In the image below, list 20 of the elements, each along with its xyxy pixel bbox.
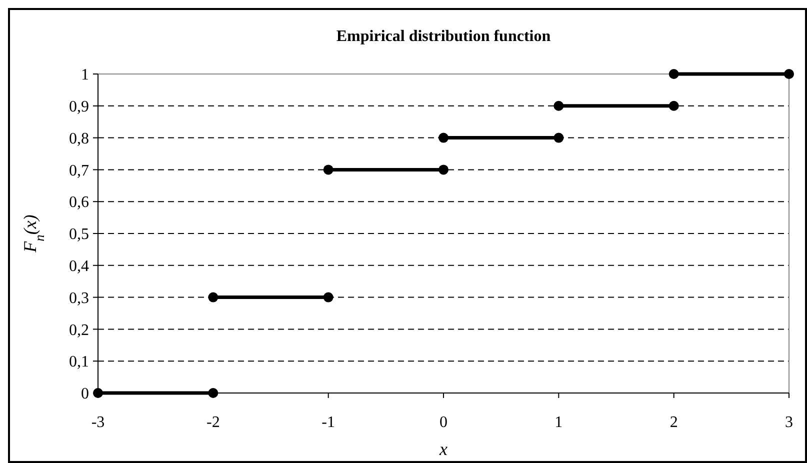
chart-title: Empirical distribution function xyxy=(336,28,551,45)
y-tick-label: 1 xyxy=(81,66,89,84)
x-tick-label: -2 xyxy=(206,414,220,431)
x-tick-label: -3 xyxy=(91,414,105,431)
x-tick-label: 2 xyxy=(670,414,678,431)
y-tick-label: 0,6 xyxy=(69,194,89,212)
y-tick-label: 0,9 xyxy=(69,98,89,116)
y-tick-label: 0,8 xyxy=(69,130,89,148)
y-tick-label: 0,1 xyxy=(69,354,89,371)
y-tick-label: 0,7 xyxy=(69,162,89,180)
y-tick-label: 0,3 xyxy=(69,290,89,307)
x-axis-title: x xyxy=(438,439,448,459)
y-tick-label: 0,2 xyxy=(69,322,89,339)
x-tick-label: 3 xyxy=(785,414,793,431)
y-tick-label: 0,4 xyxy=(69,258,89,275)
x-tick-label: 0 xyxy=(440,414,448,431)
y-tick-label: 0 xyxy=(81,386,89,403)
x-tick-label: -1 xyxy=(322,414,335,431)
x-tick-label: 1 xyxy=(554,414,563,431)
y-tick-label: 0,5 xyxy=(69,226,89,244)
